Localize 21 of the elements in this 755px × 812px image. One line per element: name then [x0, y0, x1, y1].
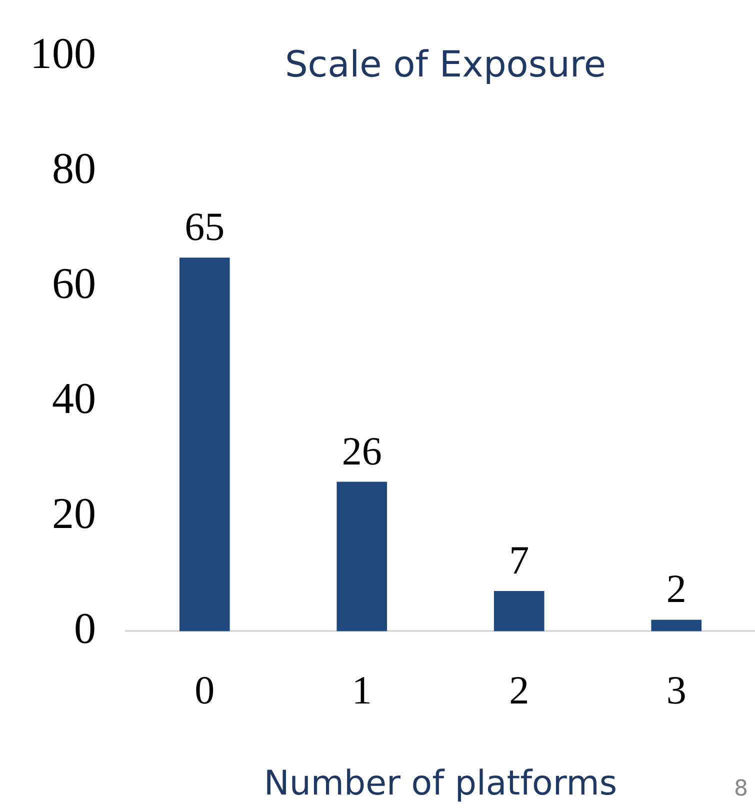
- data-label: 65: [184, 204, 225, 250]
- y-tick-label: 60: [52, 258, 96, 308]
- y-tick-label: 20: [52, 488, 96, 538]
- data-label: 7: [509, 537, 530, 582]
- bar: [179, 258, 230, 632]
- bar: [651, 620, 702, 632]
- y-tick-label: 40: [52, 374, 96, 423]
- data-label: 26: [342, 428, 382, 474]
- x-tick-label: 0: [194, 668, 215, 713]
- x-axis-title: Number of platforms: [264, 763, 618, 804]
- y-tick-label: 100: [30, 28, 96, 78]
- x-tick-label: 1: [352, 668, 372, 713]
- text: 8: [734, 776, 748, 802]
- data-label: 2: [666, 566, 686, 612]
- bar: [336, 482, 388, 632]
- y-tick-label: 80: [52, 144, 96, 193]
- bar: [494, 590, 544, 632]
- chart-title: Scale of Exposure: [284, 44, 606, 86]
- y-tick-label: 0: [74, 604, 96, 653]
- x-tick-label: 3: [666, 668, 686, 713]
- x-tick-label: 2: [509, 668, 530, 713]
